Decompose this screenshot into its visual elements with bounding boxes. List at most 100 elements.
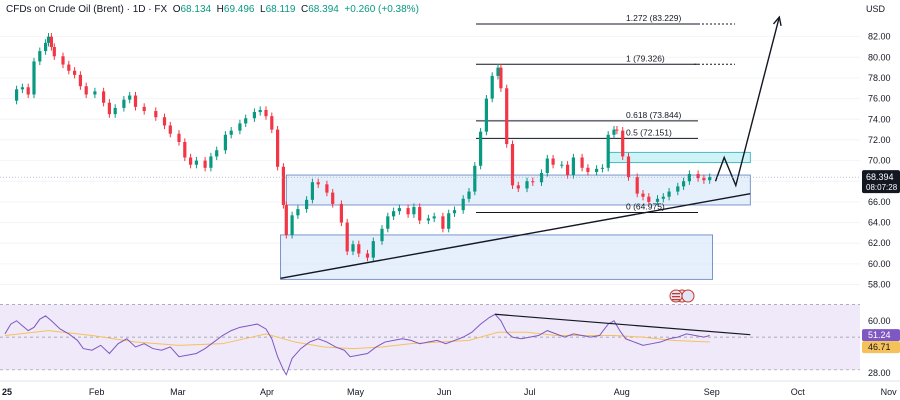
candle-body [560, 164, 564, 166]
fib-level-label: 0 (64.975) [626, 201, 665, 211]
candle-body [655, 198, 660, 202]
candle-body [78, 74, 82, 87]
candle-body [44, 42, 48, 52]
close-value: 68.394 [308, 4, 339, 15]
candle-body [392, 211, 396, 217]
candle-body [26, 87, 30, 95]
candle-body [133, 95, 138, 107]
candle-body [621, 130, 625, 157]
candle-body [600, 167, 604, 169]
price-tick-label: 66.00 [868, 197, 891, 207]
candle-body [447, 213, 451, 229]
symbol-title[interactable]: CFDs on Crude Oil (Brent) · 1D · FX [6, 4, 168, 15]
candle-body [452, 210, 457, 214]
candle-body [641, 193, 645, 197]
candle-body [258, 109, 262, 113]
candle-body [386, 216, 390, 229]
candle-body [702, 178, 706, 181]
flag-icon[interactable] [669, 289, 695, 303]
candle-body [505, 88, 509, 145]
time-tick-label: Feb [89, 387, 105, 397]
time-tick-label: May [347, 387, 365, 397]
candle-body [189, 157, 193, 165]
current-price-tag [862, 170, 900, 194]
candle-body [615, 129, 619, 131]
candle-body [73, 70, 77, 75]
price-tick-label: 62.00 [868, 238, 891, 248]
currency-label[interactable]: USD [866, 4, 886, 14]
time-axis[interactable]: 25 Feb Mar Apr May Jun Jul Aug Sep Oct Nov [0, 380, 900, 397]
candle-body [499, 67, 503, 89]
candle-body [484, 98, 488, 132]
candle-body [380, 228, 384, 242]
candle-body [325, 184, 329, 193]
candle-body [345, 222, 349, 252]
candle-body [183, 141, 187, 158]
candle-body [270, 116, 274, 130]
rsi-ma-value-tag [862, 341, 900, 354]
candle-body [626, 156, 631, 178]
candle-body [539, 172, 544, 183]
rsi-value: 51.24 [868, 330, 891, 340]
price-tick-label: 82.00 [868, 32, 891, 42]
candle-body [52, 46, 56, 57]
time-tick-label: Jun [437, 387, 452, 397]
candle-body [229, 130, 233, 135]
candle-body [467, 191, 471, 199]
candle-body [432, 216, 436, 219]
drawings-layer [0, 15, 860, 280]
candle-body [168, 125, 172, 134]
candle-body [107, 102, 111, 115]
support-zone [280, 234, 714, 280]
candle-body [606, 134, 610, 168]
candle-body [331, 192, 335, 204]
rsi-pane [0, 304, 900, 376]
candle-body [661, 196, 665, 199]
candle-body [84, 86, 88, 95]
candle-body [496, 67, 500, 76]
candle-body [441, 216, 445, 229]
rsi-divergence-line [495, 313, 751, 336]
candle-body [708, 177, 712, 181]
candle-body [566, 164, 570, 176]
candle-body [244, 118, 248, 124]
candle-body [203, 160, 207, 168]
candle-body [290, 215, 294, 235]
candle-body [551, 158, 555, 165]
candle-body [531, 181, 535, 183]
candle-body [357, 244, 361, 254]
candle-body [461, 198, 465, 211]
price-tick-label: 60.00 [868, 259, 891, 269]
candle-body [15, 89, 19, 101]
time-tick-label: Sep [704, 387, 720, 397]
open-label: O [172, 4, 181, 15]
price-axis[interactable]: 58.0060.0062.0064.0066.0068.0070.0072.00… [860, 0, 900, 400]
candle-body [67, 64, 71, 71]
candle-body [177, 133, 181, 142]
candle-body [276, 129, 280, 167]
candle-body [406, 208, 410, 215]
candle-body [252, 112, 256, 119]
fib-level-label: 0.618 (73.844) [626, 110, 681, 120]
candle-body [93, 91, 97, 95]
fib-level-label: 1.272 (83.229) [626, 13, 681, 23]
ascending-trendline [280, 192, 751, 280]
candle-body [635, 177, 639, 194]
projection-arrowhead [772, 15, 782, 26]
candle-body [647, 196, 651, 202]
rsi-ma-value: 46.71 [868, 342, 891, 352]
candle-body [397, 208, 401, 212]
time-tick-label: Nov [881, 387, 898, 397]
candle-body [305, 199, 309, 210]
candle-body [371, 241, 375, 258]
high-value: 69.496 [223, 4, 255, 15]
candle-body [473, 165, 477, 192]
candle-body [238, 123, 242, 131]
candle-body [365, 253, 370, 258]
candle-body [316, 182, 320, 185]
candle-body [142, 106, 146, 112]
time-tick-label: Jul [524, 387, 536, 397]
candle-body [113, 107, 117, 115]
candle-body [580, 157, 584, 168]
